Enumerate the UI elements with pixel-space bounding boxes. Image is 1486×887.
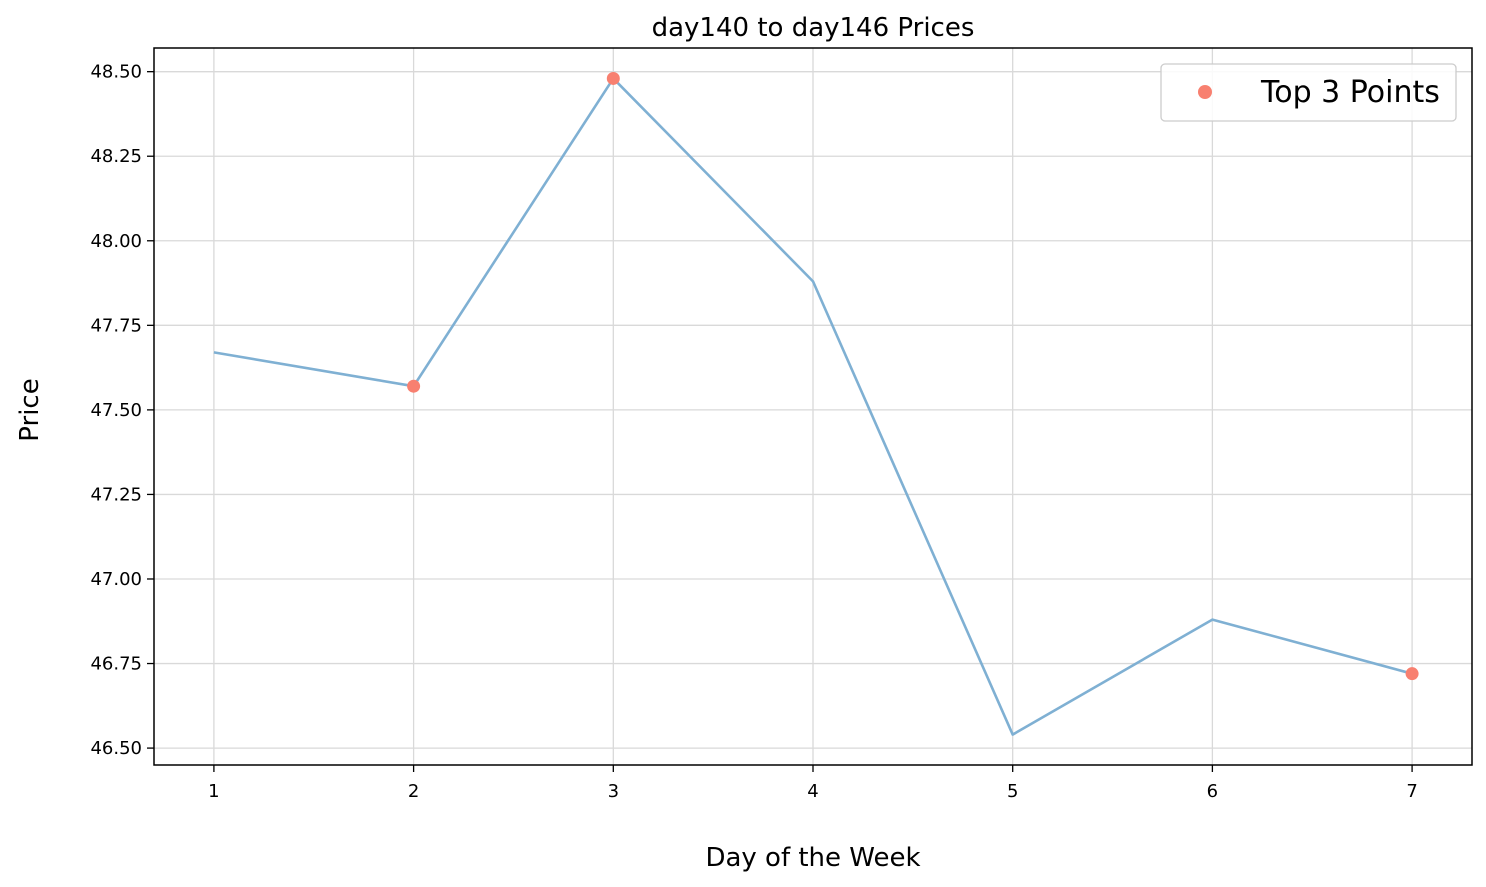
y-tick-label: 48.00 — [90, 231, 142, 252]
x-tick-label: 5 — [1007, 781, 1018, 802]
highlight-points — [407, 71, 1419, 681]
y-tick-label: 47.75 — [90, 315, 142, 336]
y-axis-label: Price — [15, 378, 45, 441]
y-tick-label: 46.50 — [90, 738, 142, 759]
y-tick-label: 47.00 — [90, 569, 142, 590]
top-point-marker — [606, 71, 620, 85]
x-tick-label: 7 — [1406, 781, 1417, 802]
y-tick-label: 46.75 — [90, 654, 142, 675]
x-tick-label: 6 — [1207, 781, 1218, 802]
x-tick-label: 2 — [408, 781, 419, 802]
legend-label: Top 3 Points — [1260, 75, 1440, 110]
x-axis-label: Day of the Week — [705, 843, 920, 873]
x-tick-label: 3 — [608, 781, 619, 802]
grid — [154, 48, 1472, 765]
y-tick-label: 48.25 — [90, 146, 142, 167]
top-point-marker — [1405, 667, 1419, 681]
x-axis-ticks: 1 2 3 4 5 6 7 — [208, 765, 1418, 802]
x-tick-label: 4 — [807, 781, 818, 802]
y-axis-ticks: 46.50 46.75 47.00 47.25 47.50 47.75 48.00 48.25… — [90, 62, 154, 759]
legend-marker — [1198, 85, 1212, 99]
chart-title: day140 to day146 Prices — [652, 13, 975, 43]
y-tick-label: 47.50 — [90, 400, 142, 421]
legend-box — [1160, 63, 1457, 122]
top-point-marker — [407, 379, 421, 393]
legend: Top 3 Points — [1160, 63, 1457, 122]
y-tick-label: 48.50 — [90, 62, 142, 83]
y-tick-label: 47.25 — [90, 484, 142, 505]
x-tick-label: 1 — [208, 781, 219, 802]
